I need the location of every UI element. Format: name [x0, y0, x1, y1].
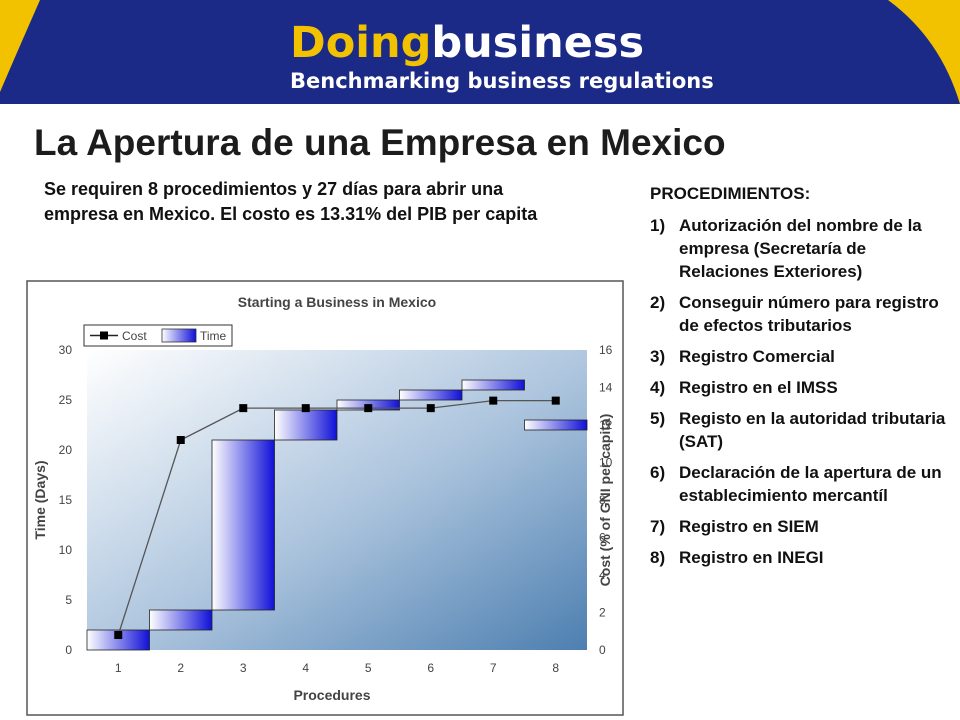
y-tick-label: 20 [59, 443, 73, 457]
x-tick-label: 4 [302, 661, 309, 675]
y-tick-label: 25 [59, 393, 73, 407]
x-tick-label: 8 [552, 661, 559, 675]
x-tick-label: 5 [365, 661, 372, 675]
y-tick-label: 30 [59, 343, 73, 357]
y-tick-label: 10 [59, 543, 73, 557]
legend-cost-label: Cost [122, 329, 147, 343]
procedures-heading: PROCEDIMIENTOS: [650, 184, 811, 203]
time-bar [461, 379, 525, 391]
banner-background [0, 0, 960, 104]
slide-title: La Apertura de una Empresa en Mexico [34, 122, 726, 163]
procedure-item: 6) Declaración de la apertura de un estab… [650, 461, 955, 507]
procedure-text: Autorización del nombre de la empresa (S… [679, 216, 922, 281]
legend-cost-marker [100, 331, 108, 340]
procedure-number: 6) [650, 463, 666, 482]
procedure-text: Registro en INEGI [679, 548, 824, 567]
procedure-number: 8) [650, 548, 666, 567]
time-bar [399, 389, 463, 401]
cost-marker [239, 404, 248, 413]
y-axis-label: Time (Days) [32, 460, 48, 539]
summary-text: Se requiren 8 procedimientos y 27 días p… [44, 179, 538, 224]
procedure-text: Registro Comercial [679, 347, 835, 366]
y2-tick-label: 8 [599, 493, 606, 507]
starting-business-chart: Starting a Business in Mexico Cost Time … [26, 280, 624, 716]
procedure-number: 1) [650, 216, 666, 235]
cost-marker [301, 404, 310, 413]
y2-tick-label: 6 [599, 531, 606, 545]
procedure-item: 1) Autorización del nombre de la empresa … [650, 214, 955, 283]
cost-series [114, 396, 560, 639]
x-tick-label: 6 [427, 661, 434, 675]
x-tick-label: 7 [490, 661, 497, 675]
procedure-text: Registo en la autoridad tributaria (SAT) [679, 409, 946, 451]
y-axis-ticks: 0 5 10 15 20 25 30 [59, 343, 73, 657]
procedure-number: 4) [650, 378, 666, 397]
y-tick-label: 0 [65, 643, 72, 657]
cost-marker [176, 436, 185, 444]
y2-tick-label: 0 [599, 643, 606, 657]
y2-tick-label: 16 [599, 343, 613, 357]
cost-marker [364, 404, 373, 413]
procedure-item: 2) Conseguir número para registro de efec… [650, 291, 955, 337]
procedure-item: 7) Registro en SIEM [650, 515, 955, 538]
x-tick-label: 2 [177, 661, 184, 675]
brand-doing: Doing [290, 18, 431, 68]
procedure-item: 4) Registro en el IMSS [650, 376, 955, 399]
time-bar [274, 409, 338, 441]
procedure-text: Registro en SIEM [679, 517, 819, 536]
chart-title: Starting a Business in Mexico [238, 294, 436, 310]
x-tick-label: 1 [115, 661, 122, 675]
banner-right-swoosh [888, 0, 960, 104]
procedures-panel: PROCEDIMIENTOS: 1) Autorización del nombr… [650, 182, 955, 577]
y-tick-label: 5 [65, 593, 72, 607]
procedure-number: 2) [650, 293, 666, 312]
time-bars [86, 379, 588, 651]
x-tick-label: 3 [240, 661, 247, 675]
procedure-number: 5) [650, 409, 666, 428]
procedure-number: 7) [650, 517, 666, 536]
y2-tick-label: 2 [599, 606, 606, 620]
procedure-text: Declaración de la apertura de un estable… [679, 463, 942, 505]
y2-tick-label: 10 [599, 456, 613, 470]
y-tick-label: 15 [59, 493, 73, 507]
x-axis-label: Procedures [293, 687, 370, 703]
chart-legend: Cost Time [83, 324, 233, 347]
procedure-number: 3) [650, 347, 666, 366]
banner-left-swoosh [0, 0, 40, 92]
time-bar [211, 439, 275, 611]
svg-text:Doingbusiness: Doingbusiness [290, 18, 644, 68]
procedure-text: Registro en el IMSS [679, 378, 838, 397]
time-bar [86, 629, 150, 651]
procedures-list: 1) Autorización del nombre de la empresa … [650, 214, 955, 569]
y2-tick-label: 4 [599, 568, 606, 582]
procedure-item: 3) Registro Comercial [650, 345, 955, 368]
cost-line [117, 399, 556, 636]
cost-marker [114, 631, 123, 639]
time-bar [524, 419, 588, 431]
procedure-text: Conseguir número para registro de efecto… [679, 293, 939, 335]
cost-marker [489, 396, 498, 405]
legend-time-label: Time [200, 329, 227, 343]
cost-marker [551, 396, 560, 405]
y2-axis-label: Cost (% of GNI per capita) [597, 414, 613, 587]
time-bar [149, 609, 213, 631]
procedure-item: 8) Registro en INEGI [650, 546, 955, 569]
procedure-item: 5) Registo en la autoridad tributaria (SA… [650, 407, 955, 453]
cost-marker [426, 404, 435, 413]
y2-axis-ticks: 0 2 4 6 8 10 12 14 16 [599, 343, 613, 657]
banner-tagline: Benchmarking business regulations [290, 69, 714, 93]
brand-business: business [431, 18, 644, 68]
y2-tick-label: 14 [599, 381, 613, 395]
legend-time-swatch [161, 328, 197, 343]
y2-tick-label: 12 [599, 418, 613, 432]
x-axis-ticks: 1 2 3 4 5 6 7 8 [115, 661, 560, 675]
doingbusiness-banner: Doingbusiness Benchmarking business regu… [0, 0, 960, 104]
